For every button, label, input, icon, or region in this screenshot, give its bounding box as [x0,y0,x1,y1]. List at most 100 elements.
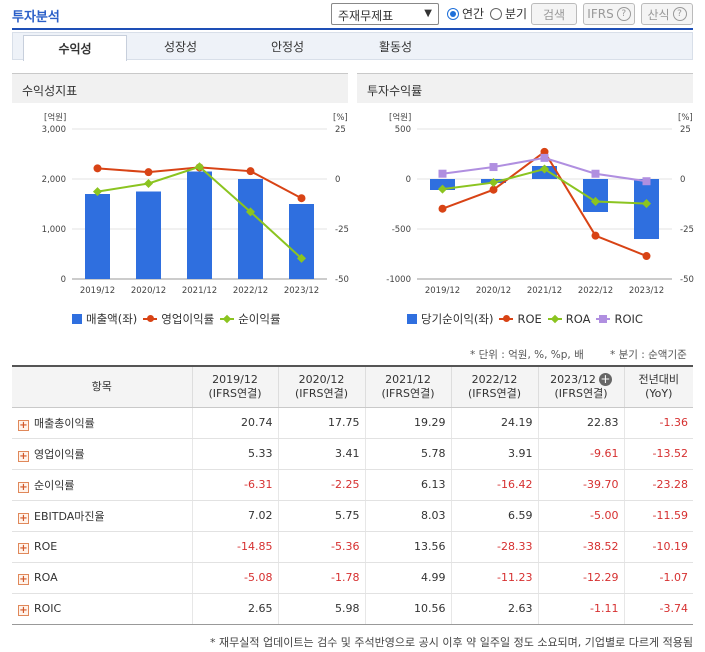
expand-row-icon[interactable]: + [18,542,29,554]
table-cell: 17.75 [277,407,365,439]
expand-row-icon[interactable]: + [18,604,29,616]
column-header: 전년대비 (YoY) [623,366,693,408]
expand-row-icon[interactable]: + [18,512,29,524]
bar [430,179,455,190]
x-tick-label: 2019/12 [425,286,460,296]
left-tick-label: -1000 [386,275,411,285]
x-tick-label: 2022/12 [233,286,268,296]
bar [238,179,263,279]
legend-label: 매출액(좌) [86,312,138,326]
profitability-chart: 3,000 2,000 1,000 0 25 0 -25 -50 [억원] [%] 2019/12 2… [42,112,349,296]
bar [634,179,659,239]
table-cell: -2.25 [277,469,365,501]
data-point [297,194,306,203]
legend-item: ROA [547,312,591,326]
table-cell: -23.28 [623,469,693,501]
row-label-cell[interactable]: + EBITDA마진율 [12,500,192,532]
legend-item: 순이익률 [220,311,281,327]
table-cell: 10.56 [364,593,451,625]
row-label: ROE [34,539,58,553]
right-tick-label: 0 [680,175,685,185]
expand-row-icon[interactable]: + [18,450,29,462]
search-button[interactable]: 검색 [531,3,577,25]
right-axis-label: [%] [678,113,693,123]
right-tick-label: -50 [335,275,349,285]
formula-help-button[interactable]: 산식 ? [641,3,693,25]
legend-item: 당기순이익(좌) [407,311,493,327]
left-tick-label: 3,000 [42,125,66,135]
expand-columns-icon[interactable]: + [598,371,612,386]
table-cell: 22.83 [537,407,624,439]
ifrs-help-button[interactable]: IFRS ? [583,3,635,25]
tab-growth[interactable]: 성장성 [163,40,198,54]
left-tick-label: 1,000 [42,225,66,235]
right-tick-label: 25 [335,125,346,135]
table-cell: 3.91 [450,438,538,470]
right-panel-title: 투자수익률 [367,84,423,98]
row-label: 순이익률 [34,478,75,492]
table-cell: -28.33 [450,531,538,563]
tab-profitability[interactable]: 수익성 [23,35,127,61]
right-panel-header: 투자수익률 [357,73,693,103]
row-label: ROA [34,570,58,584]
x-tick-label: 2019/12 [80,286,115,296]
table-cell: 5.33 [191,438,278,470]
table-cell: 5.78 [364,438,451,470]
formula-button-label: 산식 [647,7,670,22]
return-chart: 500 0 -500 -1000 25 0 -25 -50 [억원] [%] 2019/12 2020… [386,112,694,296]
legend-label: ROIC [614,312,643,326]
expand-row-icon[interactable]: + [18,481,29,493]
expand-row-icon[interactable]: + [18,419,29,431]
left-axis-label: [억원] [389,112,411,123]
title-divider [12,28,693,30]
column-header: 2023/12 + (IFRS연결) [537,366,624,408]
table-cell: 2.65 [191,593,278,625]
data-point [93,164,102,173]
table-cell: -1.36 [623,407,693,439]
expand-row-icon[interactable]: + [18,573,29,585]
right-axis-label: [%] [333,113,348,123]
right-tick-label: 25 [680,125,691,135]
footnote: * 재무실적 업데이트는 검수 및 주석반영으로 공시 이후 약 일주일 정도 … [210,636,693,649]
row-label: 매출총이익률 [34,416,95,430]
row-label-cell[interactable]: + ROIC [12,593,192,625]
table-row: + 매출총이익률 20.74 17.75 19.29 24.19 22.83 -1.36 [12,407,693,439]
table-cell: 5.75 [277,500,365,532]
table-cell: -39.70 [537,469,624,501]
data-point [143,178,154,189]
table-cell: -14.85 [191,531,278,563]
legend-item: ROIC [596,312,643,326]
x-tick-label: 2021/12 [182,286,217,296]
legend-label: ROA [565,312,591,326]
row-label-cell[interactable]: + 순이익률 [12,469,192,501]
row-label-cell[interactable]: + ROE [12,531,192,563]
left-panel-title: 수익성지표 [22,84,78,98]
column-header: 항목 [12,366,192,408]
table-cell: -5.36 [277,531,365,563]
column-header: 2022/12 (IFRS연결) [450,366,538,408]
radio-annual[interactable]: 연간 [447,5,484,22]
row-label-cell[interactable]: + ROA [12,562,192,594]
data-point [246,167,255,176]
section-title: 투자분석 [12,10,60,25]
data-point [438,169,447,178]
right-tick-label: -25 [680,225,694,235]
table-cell: -11.59 [623,500,693,532]
table-row: + ROIC 2.65 5.98 10.56 2.63 -1.11 -3.74 [12,593,693,625]
left-panel-header: 수익성지표 [12,73,348,103]
statement-type-select[interactable]: 주재무제표 ▼ [331,3,439,25]
table-cell: -13.52 [623,438,693,470]
tab-activity[interactable]: 활동성 [378,40,413,54]
table-cell: -5.00 [537,500,624,532]
row-label-cell[interactable]: + 영업이익률 [12,438,192,470]
radio-quarter[interactable]: 분기 [490,5,527,22]
tab-stability[interactable]: 안정성 [270,40,305,54]
x-tick-label: 2023/12 [629,286,664,296]
legend-line-swatch [547,318,562,320]
data-point [296,253,307,263]
data-point [438,204,447,213]
table-cell: -9.61 [537,438,624,470]
legend-label: 당기순이익(좌) [421,312,494,326]
row-label-cell[interactable]: + 매출총이익률 [12,407,192,439]
table-cell: -12.29 [537,562,624,594]
